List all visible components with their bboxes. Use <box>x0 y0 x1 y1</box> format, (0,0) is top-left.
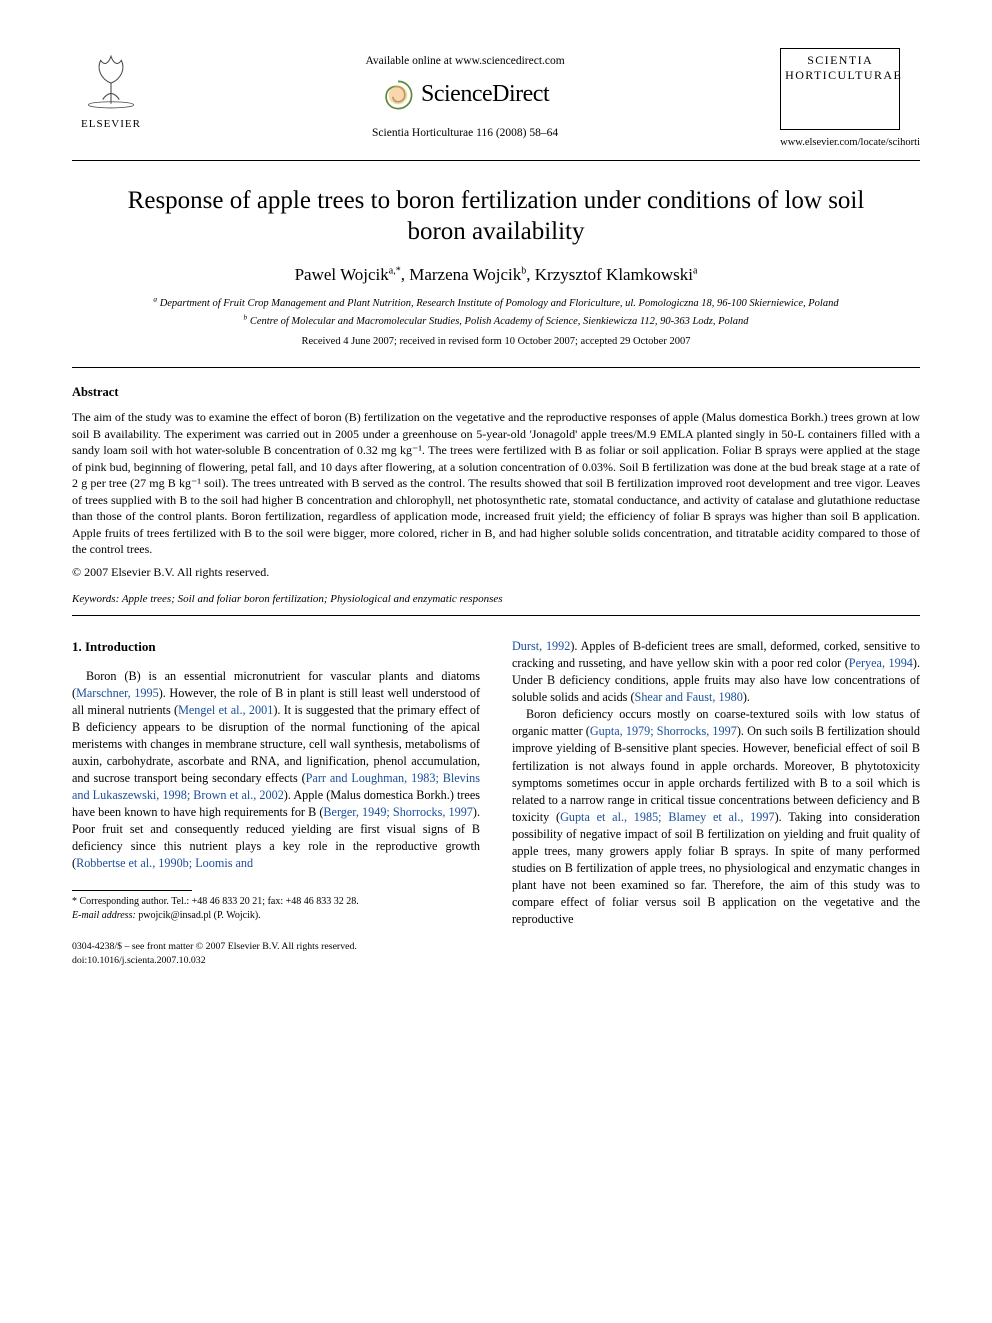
affiliation-b: b Centre of Molecular and Macromolecular… <box>72 315 920 329</box>
journal-box-line1: SCIENTIA <box>785 53 895 68</box>
email-address[interactable]: pwojcik@insad.pl <box>138 910 211 921</box>
journal-url: www.elsevier.com/locate/scihorti <box>780 136 920 150</box>
header-center: Available online at www.sciencedirect.co… <box>150 48 780 141</box>
elsevier-word: ELSEVIER <box>72 117 150 132</box>
citation[interactable]: Durst, 1992 <box>512 639 570 653</box>
t: ). Taking into consideration possibility… <box>512 810 920 926</box>
keywords-label: Keywords: <box>72 593 119 605</box>
keywords-text: Apple trees; Soil and foliar boron ferti… <box>122 593 503 605</box>
sciencedirect-word: ScienceDirect <box>421 78 549 110</box>
elsevier-tree-icon <box>80 48 142 110</box>
keywords-line: Keywords: Apple trees; Soil and foliar b… <box>72 592 920 607</box>
corresponding-author-footnote: * Corresponding author. Tel.: +48 46 833… <box>72 895 480 922</box>
column-right: Durst, 1992). Apples of B-deficient tree… <box>512 638 920 967</box>
journal-cover-box: SCIENTIA HORTICULTURAE <box>780 48 900 130</box>
abstract-section: Abstract The aim of the study was to exa… <box>72 384 920 607</box>
author-2-sup: b <box>521 265 526 276</box>
available-online-text: Available online at www.sciencedirect.co… <box>150 54 780 70</box>
affil-b-text: Centre of Molecular and Macromolecular S… <box>250 316 749 327</box>
intro-para-1: Boron (B) is an essential micronutrient … <box>72 668 480 873</box>
t: ). <box>743 690 750 704</box>
affiliation-a: a Department of Fruit Crop Management an… <box>72 297 920 311</box>
abstract-heading: Abstract <box>72 384 920 401</box>
divider-top <box>72 160 920 161</box>
front-matter-block: 0304-4238/$ – see front matter © 2007 El… <box>72 940 480 966</box>
received-dates: Received 4 June 2007; received in revise… <box>72 335 920 349</box>
affil-a-sup: a <box>153 294 157 303</box>
intro-heading: 1. Introduction <box>72 638 480 656</box>
page-header: ELSEVIER Available online at www.science… <box>72 48 920 158</box>
email-who: (P. Wojcik). <box>214 910 261 921</box>
divider-after-abstract <box>72 615 920 616</box>
journal-reference: Scientia Horticulturae 116 (2008) 58–64 <box>150 126 780 142</box>
citation[interactable]: Berger, 1949; Shorrocks, 1997 <box>323 805 472 819</box>
intro-para-2: Boron deficiency occurs mostly on coarse… <box>512 706 920 928</box>
citation[interactable]: Robbertse et al., 1990b; Loomis and <box>76 856 253 870</box>
body-two-column: 1. Introduction Boron (B) is an essentia… <box>72 638 920 967</box>
elsevier-logo: ELSEVIER <box>72 48 150 131</box>
abstract-copyright: © 2007 Elsevier B.V. All rights reserved… <box>72 564 920 580</box>
intro-para-1-cont: Durst, 1992). Apples of B-deficient tree… <box>512 638 920 706</box>
journal-box-wrap: SCIENTIA HORTICULTURAE www.elsevier.com/… <box>780 48 920 158</box>
corr-author-line: * Corresponding author. Tel.: +48 46 833… <box>72 895 480 909</box>
doi-line: doi:10.1016/j.scienta.2007.10.032 <box>72 954 480 967</box>
citation[interactable]: Gupta et al., 1985; Blamey et al., 1997 <box>560 810 775 824</box>
front-matter-line1: 0304-4238/$ – see front matter © 2007 El… <box>72 940 480 953</box>
affil-a-text: Department of Fruit Crop Management and … <box>160 298 839 309</box>
article-title: Response of apple trees to boron fertili… <box>112 185 880 248</box>
corr-email-line: E-mail address: pwojcik@insad.pl (P. Woj… <box>72 909 480 923</box>
journal-box-line2: HORTICULTURAE <box>785 68 895 83</box>
footnote-rule <box>72 890 192 891</box>
abstract-body: The aim of the study was to examine the … <box>72 409 920 558</box>
author-1: Pawel Wojcik <box>295 265 389 284</box>
sciencedirect-swirl-icon <box>381 78 415 112</box>
citation[interactable]: Peryea, 1994 <box>849 656 913 670</box>
email-label: E-mail address: <box>72 910 136 921</box>
column-left: 1. Introduction Boron (B) is an essentia… <box>72 638 480 967</box>
citation[interactable]: Mengel et al., 2001 <box>178 703 273 717</box>
affil-b-sup: b <box>244 312 248 321</box>
citation[interactable]: Shear and Faust, 1980 <box>635 690 743 704</box>
authors-line: Pawel Wojcika,*, Marzena Wojcikb, Krzysz… <box>72 264 920 287</box>
author-3: Krzysztof Klamkowski <box>535 265 693 284</box>
author-1-sup: a,* <box>389 265 401 276</box>
citation[interactable]: Marschner, 1995 <box>76 686 159 700</box>
author-3-sup: a <box>693 265 697 276</box>
sciencedirect-logo: ScienceDirect <box>150 78 780 112</box>
divider-after-authors <box>72 367 920 368</box>
citation[interactable]: Gupta, 1979; Shorrocks, 1997 <box>590 724 737 738</box>
author-2: Marzena Wojcik <box>409 265 521 284</box>
